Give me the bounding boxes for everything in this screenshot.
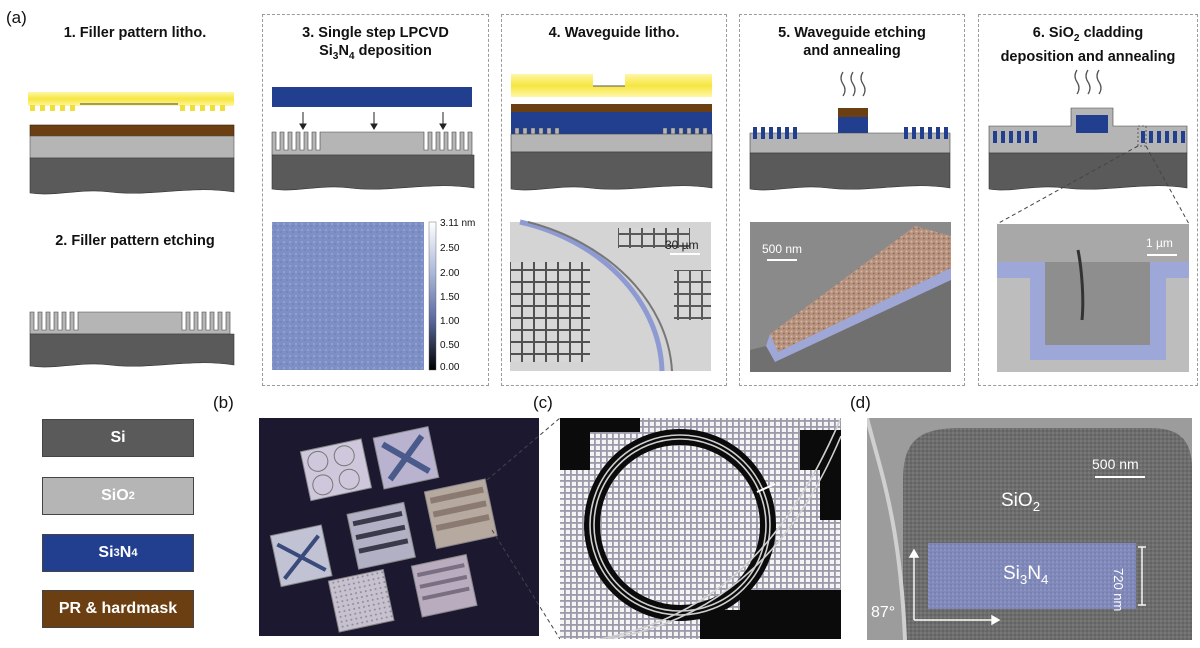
step1-cross-section (28, 92, 235, 195)
panel-d-si3n4-label: Si3N4 (1003, 563, 1049, 587)
panel-d-angle-label: 87° (871, 604, 896, 621)
colorbar-tick: 0.50 (440, 340, 460, 351)
colorbar-tick: 3.11 nm (440, 218, 476, 229)
step5-panel (739, 14, 965, 386)
step1-title: 1. Filler pattern litho. (63, 25, 207, 41)
step4-title: 4. Waveguide litho. (548, 25, 680, 41)
legend-sio2: SiO 2 (42, 477, 194, 515)
step4-panel (501, 14, 727, 386)
panel-d-sio2-label: SiO2 (1001, 490, 1041, 514)
colorbar-tick: 2.00 (440, 268, 460, 279)
panel-b-chip-photo (259, 418, 539, 636)
colorbar-tick: 1.50 (440, 292, 460, 303)
step3-title-line2: Si3N4 deposition (319, 43, 432, 62)
legend-pr-hardmask: PR & hardmask (42, 590, 194, 628)
panel-label-b: (b) (213, 393, 234, 412)
scalebar-step6-label: 1 µm (1146, 236, 1173, 250)
colorbar-tick: 1.00 (440, 316, 460, 327)
panel-d-height-label: 720 nm (1111, 568, 1126, 612)
step6-title-line1: 6. SiO2 cladding (1032, 25, 1144, 44)
legend-si3n4: Si 3 N 4 (42, 534, 194, 572)
step6-panel (978, 14, 1198, 386)
step2-cross-section (29, 311, 235, 368)
step2-title: 2. Filler pattern etching (55, 233, 215, 249)
colorbar-tick: 0.00 (440, 362, 460, 373)
scalebar-step5-label: 500 nm (762, 242, 803, 256)
panel-d-waveguide-sem (867, 418, 1192, 640)
step5-cross-section (749, 71, 951, 372)
step5-title-line2: and annealing (803, 43, 901, 59)
panel-label-c: (c) (533, 393, 553, 412)
panel-c-ring-resonator (560, 418, 841, 639)
step3-title: 3. Single step LPCVD Si3N4 deposition (263, 24, 488, 66)
scalebar-d-label: 500 nm (1092, 456, 1139, 472)
step3-panel (262, 14, 489, 386)
scalebar-step4-label: 30 µm (665, 238, 699, 252)
step5-title-line1: 5. Waveguide etching (778, 25, 926, 41)
step6-title-line2: deposition and annealing (1000, 48, 1176, 65)
step3-cross-section (271, 87, 475, 371)
panel-label-d: (d) (850, 393, 871, 412)
colorbar-tick: 2.50 (440, 243, 460, 254)
step6-cross-section (988, 69, 1190, 372)
step5-title: 5. Waveguide etching and annealing (740, 24, 964, 60)
step4-cross-section (510, 74, 713, 372)
panel-label-a: (a) (6, 8, 27, 27)
step3-title-line1: 3. Single step LPCVD (302, 25, 449, 41)
legend-si: Si (42, 419, 194, 457)
step6-title: 6. SiO2 cladding deposition and annealin… (979, 24, 1197, 66)
